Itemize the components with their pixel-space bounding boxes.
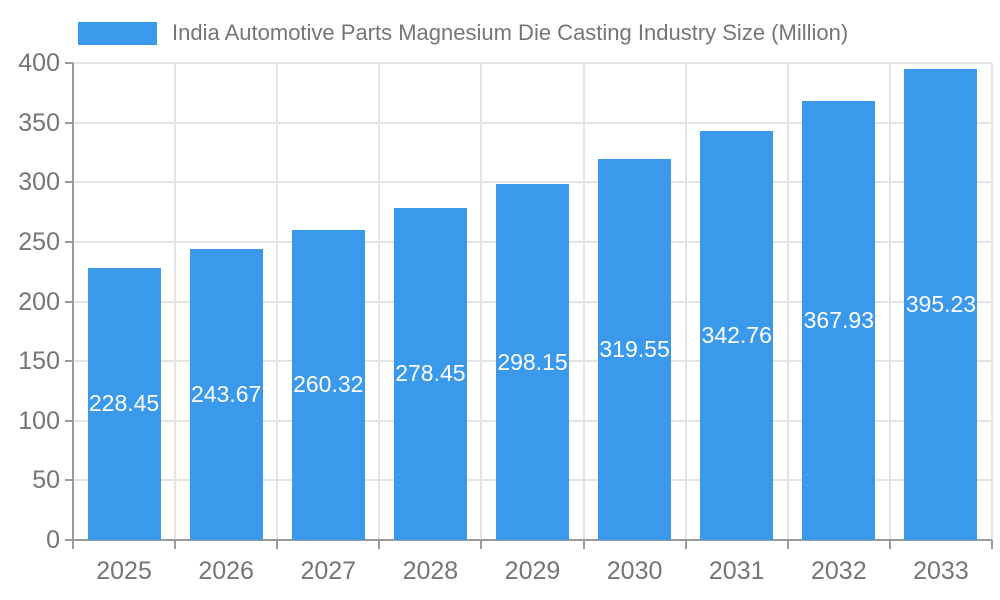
- y-axis-tick-label: 400: [18, 49, 60, 77]
- x-gridline: [276, 63, 279, 540]
- bar-2027[interactable]: 260.32: [291, 229, 365, 540]
- bar-2032[interactable]: 367.93: [802, 101, 876, 540]
- x-axis-tick-label: 2032: [811, 557, 867, 585]
- x-gridline: [174, 63, 177, 540]
- y-axis-line: [72, 63, 74, 549]
- y-axis-tick: [65, 181, 73, 184]
- y-gridline: [73, 181, 992, 184]
- bar-2030[interactable]: 319.55: [598, 158, 672, 540]
- x-axis-tick-label: 2026: [198, 557, 254, 585]
- x-gridline: [480, 63, 483, 540]
- bar-2029[interactable]: 298.15: [496, 184, 569, 540]
- y-gridline: [73, 62, 992, 64]
- bar-2028[interactable]: 278.45: [393, 207, 467, 540]
- x-axis-tick: [684, 540, 687, 549]
- y-axis-tick-label: 200: [18, 287, 60, 316]
- x-gridline: [786, 63, 789, 540]
- y-axis-tick-label: 50: [32, 466, 60, 495]
- y-axis-tick: [65, 240, 73, 243]
- y-axis-tick-label: 150: [18, 347, 60, 376]
- y-axis-tick-label: 250: [18, 227, 60, 256]
- x-axis-tick: [786, 540, 789, 549]
- y-gridline: [73, 121, 992, 124]
- bar-value-label: 278.45: [395, 360, 466, 387]
- bar-2025[interactable]: 228.45: [87, 267, 161, 540]
- y-axis-tick-label: 0: [46, 526, 60, 554]
- y-axis-tick: [65, 479, 73, 482]
- y-axis-tick: [65, 360, 73, 363]
- legend-swatch: [78, 21, 157, 45]
- y-axis-tick-label: 350: [18, 108, 60, 137]
- y-axis-tick-label: 100: [18, 406, 60, 435]
- x-axis-tick: [480, 540, 483, 549]
- x-axis-tick: [276, 540, 279, 549]
- x-axis-tick: [991, 540, 993, 549]
- y-axis-tick: [65, 300, 73, 303]
- x-axis-tick: [174, 540, 177, 549]
- x-gridline: [378, 63, 381, 540]
- bar-value-label: 228.45: [88, 390, 160, 417]
- x-axis-tick: [378, 540, 381, 549]
- bar-value-label: 260.32: [293, 371, 364, 398]
- legend-label: India Automotive Parts Magnesium Die Cas…: [172, 20, 849, 45]
- y-axis-tick-label: 300: [18, 168, 60, 197]
- x-gridline: [991, 63, 993, 540]
- x-gridline: [684, 63, 687, 540]
- y-axis-tick: [65, 121, 73, 124]
- y-axis-tick: [65, 62, 73, 64]
- x-gridline: [888, 63, 891, 540]
- x-axis-tick: [888, 540, 891, 549]
- x-axis-tick-label: 2030: [606, 557, 663, 585]
- x-gridline: [582, 63, 585, 540]
- bar-2033[interactable]: 395.23: [904, 68, 978, 540]
- x-axis-tick-label: 2027: [300, 557, 357, 585]
- x-axis-tick-label: 2033: [913, 557, 969, 585]
- x-axis-tick-label: 2031: [708, 557, 765, 585]
- legend-item[interactable]: India Automotive Parts Magnesium Die Cas…: [78, 15, 848, 51]
- x-axis-tick-label: 2028: [402, 557, 459, 585]
- x-axis-tick-label: 2029: [504, 557, 561, 585]
- bar-value-label: 395.23: [905, 290, 977, 317]
- bar-value-label: 243.67: [190, 381, 262, 408]
- x-axis-tick-label: 2025: [96, 557, 152, 585]
- x-axis-line: [65, 539, 992, 541]
- y-axis-tick: [65, 419, 73, 422]
- bar-value-label: 319.55: [599, 335, 670, 362]
- bar-value-label: 367.93: [803, 307, 874, 334]
- bar-value-label: 298.15: [497, 348, 568, 375]
- x-axis-tick: [582, 540, 585, 549]
- bar-value-label: 342.76: [701, 322, 772, 349]
- bar-2026[interactable]: 243.67: [189, 249, 263, 540]
- bar-2031[interactable]: 342.76: [700, 131, 774, 540]
